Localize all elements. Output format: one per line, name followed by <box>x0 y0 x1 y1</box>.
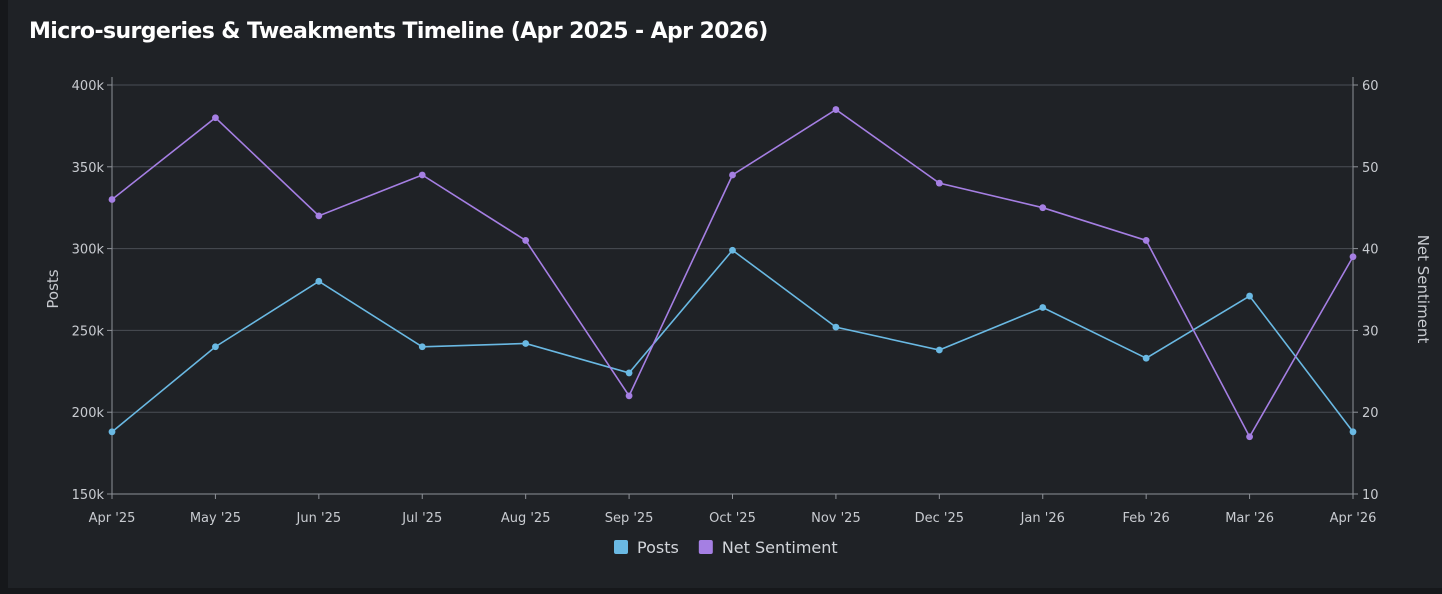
right-tick-label: 10 <box>1362 488 1379 503</box>
x-tick-label: Jan '26 <box>1020 511 1065 526</box>
left-tick-label: 250k <box>72 324 105 339</box>
left-tick-label: 300k <box>72 243 105 258</box>
right-tick-label: 60 <box>1362 79 1379 94</box>
posts-point[interactable] <box>1142 354 1150 362</box>
x-tick-label: Jun '25 <box>296 511 342 526</box>
left-axis-title: Posts <box>44 269 62 308</box>
left-tick-label: 150k <box>72 488 105 503</box>
x-tick-label: Feb '26 <box>1123 511 1170 526</box>
legend-swatch <box>698 540 713 554</box>
left-axis-ticks: 150k 200k 250k 300k 350k 400k <box>72 79 112 503</box>
x-tick-label: Apr '26 <box>1330 511 1377 526</box>
right-tick-label: 50 <box>1362 161 1379 176</box>
legend-item-net-sentiment[interactable]: Net Sentiment <box>698 538 838 557</box>
posts-point[interactable] <box>108 428 116 436</box>
posts-point[interactable] <box>625 369 633 377</box>
x-axis-ticks: Apr '25 May '25 Jun '25 Jul '25 Aug '25 Sep '… <box>89 494 1377 526</box>
net-sentiment-point[interactable] <box>108 196 116 203</box>
net-sentiment-point[interactable] <box>935 179 943 187</box>
x-tick-label: Nov '25 <box>811 511 861 526</box>
posts-point[interactable] <box>315 277 323 285</box>
x-tick-label: Oct '25 <box>709 511 756 526</box>
left-tick-label: 200k <box>72 406 105 421</box>
net-sentiment-line <box>111 108 1354 439</box>
posts-point[interactable] <box>522 340 530 347</box>
x-tick-label: May '25 <box>190 511 241 526</box>
x-tick-label: Aug '25 <box>501 511 551 526</box>
posts-point[interactable] <box>1349 428 1357 436</box>
posts-point[interactable] <box>935 346 943 354</box>
net-sentiment-point[interactable] <box>212 114 219 122</box>
right-tick-label: 20 <box>1362 406 1379 421</box>
net-sentiment-point[interactable] <box>625 392 633 400</box>
posts-point[interactable] <box>832 323 840 331</box>
chart-title: Micro-surgeries & Tweakments Timeline (A… <box>29 19 768 44</box>
net-sentiment-point[interactable] <box>1142 237 1150 244</box>
legend-swatch <box>614 540 628 554</box>
posts-point[interactable] <box>1039 304 1047 311</box>
legend-label: Net Sentiment <box>722 538 838 557</box>
x-tick-label: Sep '25 <box>605 511 654 526</box>
net-sentiment-point[interactable] <box>832 106 840 113</box>
right-axis-ticks: 10 20 30 40 50 60 <box>1353 79 1379 503</box>
axes <box>111 77 1354 495</box>
x-tick-label: Dec '25 <box>915 511 964 526</box>
x-tick-label: Apr '25 <box>89 511 136 526</box>
posts-line <box>111 249 1354 433</box>
right-axis-title: Net Sentiment <box>1414 235 1432 344</box>
chart-panel <box>8 0 1442 588</box>
posts-point[interactable] <box>729 246 736 254</box>
legend-label: Posts <box>637 538 679 557</box>
x-tick-label: Mar '26 <box>1225 511 1274 526</box>
left-tick-label: 350k <box>72 161 105 176</box>
net-sentiment-point[interactable] <box>315 212 323 220</box>
left-tick-label: 400k <box>72 79 105 94</box>
posts-point[interactable] <box>1246 292 1253 300</box>
net-sentiment-point[interactable] <box>1246 433 1253 441</box>
net-sentiment-point[interactable] <box>1349 253 1357 261</box>
posts-point[interactable] <box>418 343 426 351</box>
right-tick-label: 30 <box>1362 324 1379 339</box>
x-tick-label: Jul '25 <box>401 511 442 526</box>
series-layer <box>108 106 1357 441</box>
posts-point[interactable] <box>212 343 219 351</box>
right-tick-label: 40 <box>1362 243 1379 258</box>
legend-item-posts[interactable]: Posts <box>614 538 679 557</box>
net-sentiment-point[interactable] <box>418 171 426 179</box>
net-sentiment-point[interactable] <box>522 237 530 244</box>
net-sentiment-point[interactable] <box>729 171 736 179</box>
legend[interactable]: Posts Net Sentiment <box>614 538 838 557</box>
net-sentiment-point[interactable] <box>1039 204 1047 212</box>
